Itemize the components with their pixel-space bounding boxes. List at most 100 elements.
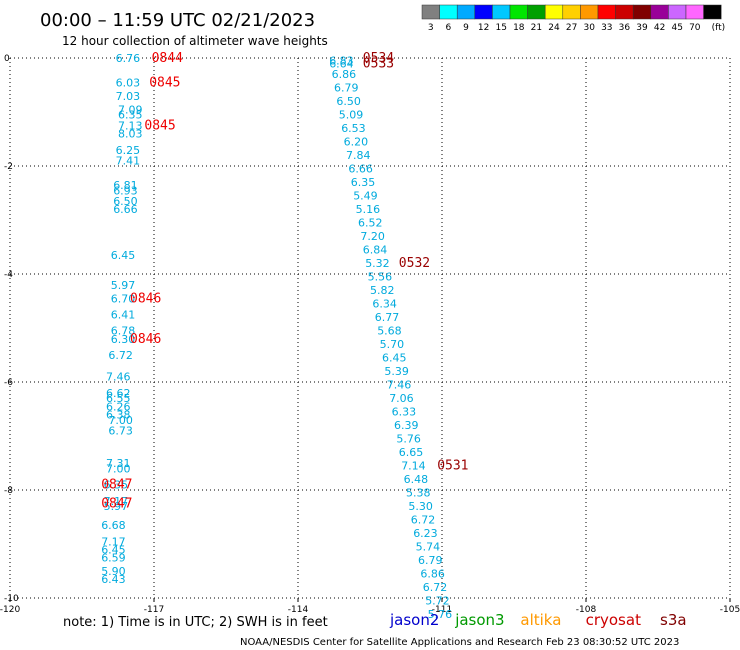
wave-height-value: 6.38	[106, 408, 131, 421]
wave-height-value: 6.41	[111, 309, 136, 322]
time-label: 0845	[144, 119, 175, 134]
wave-height-value: 6.43	[101, 573, 126, 586]
legend-swatch	[509, 4, 528, 20]
wave-height-value: 5.56	[368, 271, 393, 284]
legend-label: 21	[531, 23, 542, 33]
wave-height-value: 5.90	[101, 565, 126, 578]
wave-height-value: 6.81	[113, 179, 138, 192]
wave-height-value: 5.68	[377, 325, 402, 338]
wave-height-value: 5.97	[111, 279, 136, 292]
wave-height-value: 6.70	[111, 292, 136, 305]
legend-label: 24	[548, 23, 560, 33]
wave-height-value: 6.03	[116, 76, 141, 89]
time-label: 0847	[101, 478, 132, 493]
footer-note: note: 1) Time is in UTC; 2) SWH is in fe…	[63, 615, 328, 630]
wave-height-value: 6.20	[344, 136, 369, 149]
wave-height-value: 8.03	[118, 128, 143, 141]
wave-height-value: 6.72	[108, 349, 132, 362]
wave-height-value: 6.66	[113, 203, 138, 216]
legend-swatch	[632, 4, 652, 20]
wave-height-value: 7.00	[108, 414, 132, 427]
wave-height-value: 6.45	[111, 249, 136, 262]
chart-subtitle: 12 hour collection of altimeter wave hei…	[62, 34, 328, 48]
legend-swatch	[492, 4, 511, 20]
x-tick-label: -108	[576, 605, 597, 615]
wave-height-value: 5.49	[353, 190, 378, 203]
wave-height-value: 6.35	[351, 176, 376, 189]
credit-line: NOAA/NESDIS Center for Satellite Applica…	[240, 637, 679, 648]
wave-height-value: 6.59	[101, 552, 126, 565]
legend-swatch	[597, 4, 616, 20]
time-label: 0533	[363, 56, 394, 71]
wave-height-value: 6.23	[413, 527, 438, 540]
time-label: 0846	[130, 291, 161, 306]
wave-height-value: 6.30	[111, 333, 136, 346]
time-label: 0847	[101, 497, 132, 512]
wave-height-value: 5.70	[380, 338, 405, 351]
time-label: 0846	[130, 332, 161, 347]
wave-height-value: 7.09	[118, 103, 143, 116]
wave-height-value: 5.38	[406, 487, 431, 500]
wave-height-value: 5.74	[416, 541, 441, 554]
wave-height-value: 6.52	[358, 217, 383, 230]
wave-height-value: 7.00	[106, 462, 131, 475]
wave-height-value: 5.32	[365, 257, 390, 270]
wave-height-value: 6.72	[411, 514, 436, 527]
time-label: 0534	[363, 51, 394, 66]
wave-height-value: 6.86	[332, 68, 357, 81]
wave-height-value: 6.35	[104, 479, 129, 492]
wave-height-value: 7.41	[116, 155, 141, 168]
legend-swatch	[668, 4, 687, 20]
wave-height-value: 5.76	[396, 433, 421, 446]
wave-height-points: 6.766.037.037.096.357.138.036.257.416.81…	[101, 52, 452, 621]
wave-height-value: 6.68	[101, 519, 126, 532]
wave-height-value: 7.46	[387, 379, 412, 392]
legend-swatch	[474, 4, 493, 20]
x-tick-label: -117	[144, 605, 164, 615]
wave-height-value: 6.50	[336, 95, 361, 108]
wave-height-value: 5.82	[370, 284, 395, 297]
legend-swatch	[562, 4, 581, 20]
legend-label: 9	[463, 23, 469, 33]
legend-swatch	[615, 4, 634, 20]
satellite-key: jason2 jason3 altika cryosat s3a	[389, 611, 687, 629]
wave-height-value: 7.06	[389, 392, 414, 405]
y-tick-label: -2	[4, 162, 13, 172]
wave-height-value: 6.77	[375, 311, 400, 324]
wave-height-value: 7.17	[104, 495, 129, 508]
legend-label: 45	[671, 23, 682, 33]
satellite-cryosat: cryosat	[586, 611, 641, 629]
wave-height-value: 6.72	[423, 581, 448, 594]
legend-swatch	[456, 4, 476, 20]
color-legend: 3 6 9 12 15 18 21 24 27 30 33 36 39 42 45 70 (ft)	[421, 4, 725, 33]
satellite-s3a: s3a	[660, 611, 687, 629]
wave-height-value: 6.83	[329, 55, 354, 68]
time-label: 0845	[149, 75, 180, 90]
legend-swatch	[685, 4, 704, 20]
legend-swatch	[703, 4, 722, 20]
wave-height-value: 6.45	[101, 543, 126, 556]
wave-height-value: 6.53	[341, 122, 366, 135]
wave-height-value: 6.86	[420, 568, 445, 581]
wave-height-value: 6.66	[348, 163, 373, 176]
x-tick-label: -120	[0, 605, 20, 615]
y-tick-label: 0	[4, 54, 10, 64]
wave-height-value: 6.35	[118, 109, 143, 122]
y-tick-label: -10	[4, 594, 19, 604]
x-tick-label: -114	[288, 605, 309, 615]
wave-height-value: 6.76	[116, 52, 141, 65]
time-label: 0531	[437, 459, 468, 474]
wave-height-value: 7.20	[360, 230, 385, 243]
wave-height-value: 6.25	[116, 144, 141, 157]
wave-height-value: 7.31	[106, 457, 131, 470]
legend-label: 12	[478, 23, 489, 33]
wave-height-value: 6.73	[108, 425, 132, 438]
time-label: 0532	[399, 256, 430, 271]
wave-height-value: 6.84	[363, 244, 388, 257]
wave-height-value: 7.03	[116, 90, 141, 103]
legend-swatch	[580, 4, 599, 20]
wave-height-value: 6.78	[111, 325, 136, 338]
wave-height-value: 7.84	[346, 149, 371, 162]
y-tick-label: -8	[4, 486, 13, 496]
wave-height-value: 6.64	[329, 57, 354, 70]
